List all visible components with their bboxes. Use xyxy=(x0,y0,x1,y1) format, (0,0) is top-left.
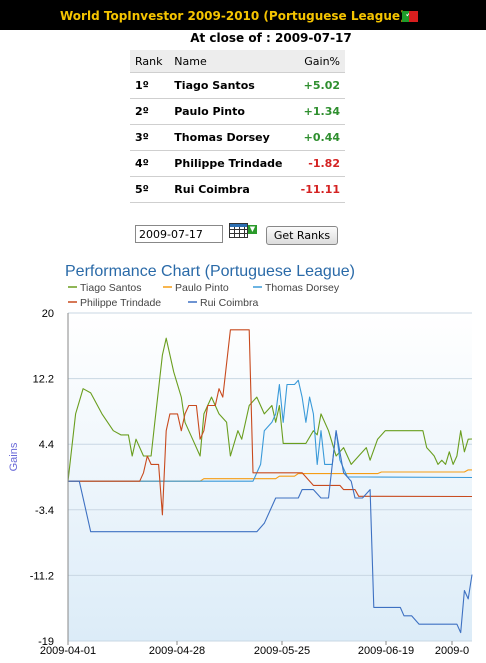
x-tick-label: 2009-04-28 xyxy=(149,645,205,657)
rank-cell: 4º xyxy=(130,150,170,177)
legend-entry: Philippe Trindade xyxy=(80,297,161,309)
gain-cell: -11.11 xyxy=(293,176,345,203)
close-date-line: At close of : 2009-07-17 xyxy=(0,31,486,45)
series-line-tiago-santos xyxy=(67,337,473,482)
table-row: 1º Tiago Santos +5.02 xyxy=(130,72,345,99)
legend-entry: Paulo Pinto xyxy=(175,282,229,294)
name-cell: Rui Coimbra xyxy=(169,176,294,203)
series-line-paulo-pinto xyxy=(68,469,472,482)
series-line-rui-coimbra xyxy=(68,430,473,634)
name-cell: Thomas Dorsey xyxy=(169,124,294,151)
dropdown-arrow-icon[interactable]: ▼ xyxy=(248,225,257,234)
name-cell: Paulo Pinto xyxy=(169,98,294,125)
rank-table-header: Rank Name Gain% xyxy=(130,50,345,73)
table-row: 4º Philippe Trindade -1.82 xyxy=(130,150,345,177)
y-tick-label: 12.2 xyxy=(33,374,54,386)
rank-cell: 2º xyxy=(130,98,170,125)
y-axis-title: Gains xyxy=(8,442,20,471)
column-header-gain: Gain% xyxy=(293,50,345,73)
name-cell: Tiago Santos xyxy=(169,72,294,99)
legend-entry: Rui Coimbra xyxy=(200,297,259,309)
gain-cell: +5.02 xyxy=(293,72,345,99)
page-header: World TopInvestor 2009-2010 (Portuguese … xyxy=(0,0,486,30)
column-header-name: Name xyxy=(169,50,294,73)
x-tick-label: 2009-04-01 xyxy=(40,645,96,657)
name-cell: Philippe Trindade xyxy=(169,150,294,177)
rank-cell: 3º xyxy=(130,124,170,151)
get-ranks-button[interactable]: Get Ranks xyxy=(266,226,338,245)
gain-cell: +1.34 xyxy=(293,98,345,125)
chart-title: Performance Chart (Portuguese League) xyxy=(65,263,355,280)
y-tick-label: 20 xyxy=(42,308,54,320)
gain-cell: +0.44 xyxy=(293,124,345,151)
calendar-icon[interactable] xyxy=(229,223,248,238)
x-tick-label: 2009-0 xyxy=(435,645,469,657)
table-row: 2º Paulo Pinto +1.34 xyxy=(130,98,345,125)
rank-table: Rank Name Gain% 1º Tiago Santos +5.02 2º… xyxy=(130,50,345,203)
y-tick-label: -19 xyxy=(38,636,54,648)
x-tick-label: 2009-06-19 xyxy=(358,645,414,657)
y-tick-label: -11.2 xyxy=(30,570,54,582)
close-date-value: 2009-07-17 xyxy=(275,31,352,45)
gain-cell: -1.82 xyxy=(293,150,345,177)
y-tick-label: -3.4 xyxy=(35,505,54,517)
table-row: 3º Thomas Dorsey +0.44 xyxy=(130,124,345,151)
y-tick-label: 4.4 xyxy=(39,439,54,451)
rank-cell: 1º xyxy=(130,72,170,99)
rank-cell: 5º xyxy=(130,176,170,203)
legend-entry: Tiago Santos xyxy=(80,282,141,294)
portugal-flag-icon: ✓ xyxy=(402,10,418,22)
x-tick-label: 2009-05-25 xyxy=(254,645,310,657)
column-header-rank: Rank xyxy=(130,50,170,73)
series-line-philippe-trindade xyxy=(68,329,473,516)
date-input[interactable] xyxy=(135,225,223,243)
series-line-thomas-dorsey xyxy=(68,379,473,482)
table-row: 5º Rui Coimbra -11.11 xyxy=(130,176,345,203)
legend-entry: Thomas Dorsey xyxy=(265,282,340,294)
page-title: World TopInvestor 2009-2010 (Portuguese … xyxy=(60,9,406,23)
close-date-label: At close of : xyxy=(190,31,271,45)
